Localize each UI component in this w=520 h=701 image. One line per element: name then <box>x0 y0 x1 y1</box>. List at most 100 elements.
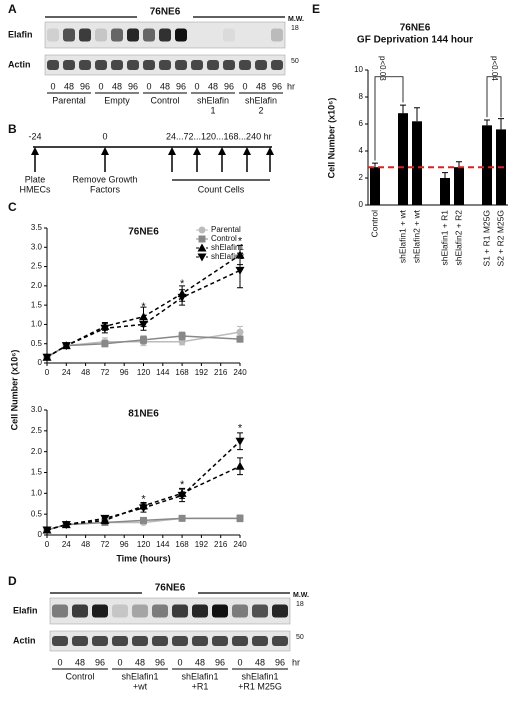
group-label: shElafin <box>197 95 229 105</box>
band <box>191 60 203 70</box>
bar <box>454 167 464 205</box>
y-tick-label: 8 <box>359 92 364 101</box>
arrow-head <box>193 147 201 155</box>
row-label: Elafin <box>13 605 38 615</box>
bracket <box>374 76 404 161</box>
group-label: shElafin1 <box>241 671 278 681</box>
y-tick-label: 1.0 <box>31 488 43 497</box>
x-tick-label: S2 + R2 M25G <box>495 210 505 266</box>
band <box>143 60 155 70</box>
y-tick-label: 2.5 <box>31 426 43 435</box>
marker <box>140 516 147 524</box>
y-tick-label: 2.0 <box>31 447 43 456</box>
band <box>63 28 75 42</box>
band <box>79 28 91 42</box>
band <box>172 636 188 646</box>
legend-label: Control <box>211 234 237 243</box>
series-line <box>46 254 241 358</box>
marker <box>100 324 110 333</box>
unit-label: hr <box>292 657 300 667</box>
lane-label: 96 <box>275 657 285 667</box>
marker <box>235 266 245 275</box>
bar <box>370 167 380 205</box>
lane-label: 0 <box>146 81 151 91</box>
band <box>52 636 68 646</box>
band <box>111 60 123 70</box>
bracket <box>486 76 502 118</box>
x-tick-label: 216 <box>214 368 228 377</box>
group-label: Empty <box>104 95 130 105</box>
lane-label: 96 <box>155 657 165 667</box>
lane-label: 0 <box>177 657 182 667</box>
band <box>232 604 248 618</box>
panel-label: A <box>8 2 17 16</box>
group-label: +wt <box>133 681 148 691</box>
legend-label: Parental <box>211 225 241 234</box>
blot-strip <box>49 630 291 652</box>
p-value: p<0.03 <box>378 56 387 81</box>
y-tick-label: 2.5 <box>31 262 43 271</box>
unit-label: hr <box>287 81 295 91</box>
band <box>159 28 171 42</box>
blot-strip <box>49 597 291 625</box>
panel-label: E <box>312 2 320 16</box>
error-bar <box>414 107 420 122</box>
band <box>271 28 283 42</box>
band <box>95 60 107 70</box>
band <box>72 604 88 618</box>
band <box>223 60 235 70</box>
y-tick-label: 2 <box>359 173 364 182</box>
group-label: Parental <box>52 95 86 105</box>
error-bar <box>498 118 504 130</box>
marker <box>198 235 206 243</box>
lane-label: 96 <box>215 657 225 667</box>
step-label: Remove Growth <box>72 174 137 184</box>
marker <box>177 491 187 500</box>
band <box>152 636 168 646</box>
y-tick-label: 0.5 <box>31 339 43 348</box>
panel-label: C <box>8 200 17 214</box>
band <box>111 28 123 42</box>
error-bar <box>400 104 406 114</box>
legend-label: shElafin1 <box>211 243 244 252</box>
marker <box>236 514 244 522</box>
band <box>159 60 171 70</box>
x-tick-label: 192 <box>195 540 209 549</box>
band <box>112 604 128 618</box>
y-tick-label: 0 <box>38 530 43 539</box>
chart-subtitle: GF Deprivation 144 hour <box>357 35 473 46</box>
error-bar <box>372 162 378 168</box>
x-tick-label: 240 <box>233 540 247 549</box>
marker <box>42 526 52 535</box>
arrow-head <box>101 147 109 155</box>
lane-label: 48 <box>255 657 265 667</box>
marker <box>139 504 148 513</box>
blot-title: 76NE6 <box>150 7 181 18</box>
x-tick-label: 0 <box>45 368 50 377</box>
x-tick-label: 24 <box>62 368 71 377</box>
marker <box>178 514 186 522</box>
group-label: shElafin1 <box>121 671 158 681</box>
annotation: * <box>180 278 185 290</box>
lane-label: 48 <box>135 657 145 667</box>
y-tick-label: 0.5 <box>31 509 43 518</box>
band <box>112 636 128 646</box>
x-tick-label: 120 <box>137 540 151 549</box>
row-label: Actin <box>8 59 31 69</box>
marker <box>61 521 71 530</box>
marker <box>140 336 147 344</box>
arrow-head <box>168 147 176 155</box>
x-tick-label: shElafin1 + R1 <box>439 210 449 266</box>
lane-label: 48 <box>75 657 85 667</box>
band <box>255 60 267 70</box>
band <box>132 636 148 646</box>
group-label: shElafin <box>245 95 277 105</box>
series-line <box>46 269 241 358</box>
panel-label: B <box>8 122 17 136</box>
band <box>152 604 168 618</box>
group-label: +R1 <box>192 681 209 691</box>
band <box>212 604 228 618</box>
marker <box>139 320 148 329</box>
x-tick-label: 96 <box>120 368 129 377</box>
step-label: Factors <box>90 184 121 194</box>
